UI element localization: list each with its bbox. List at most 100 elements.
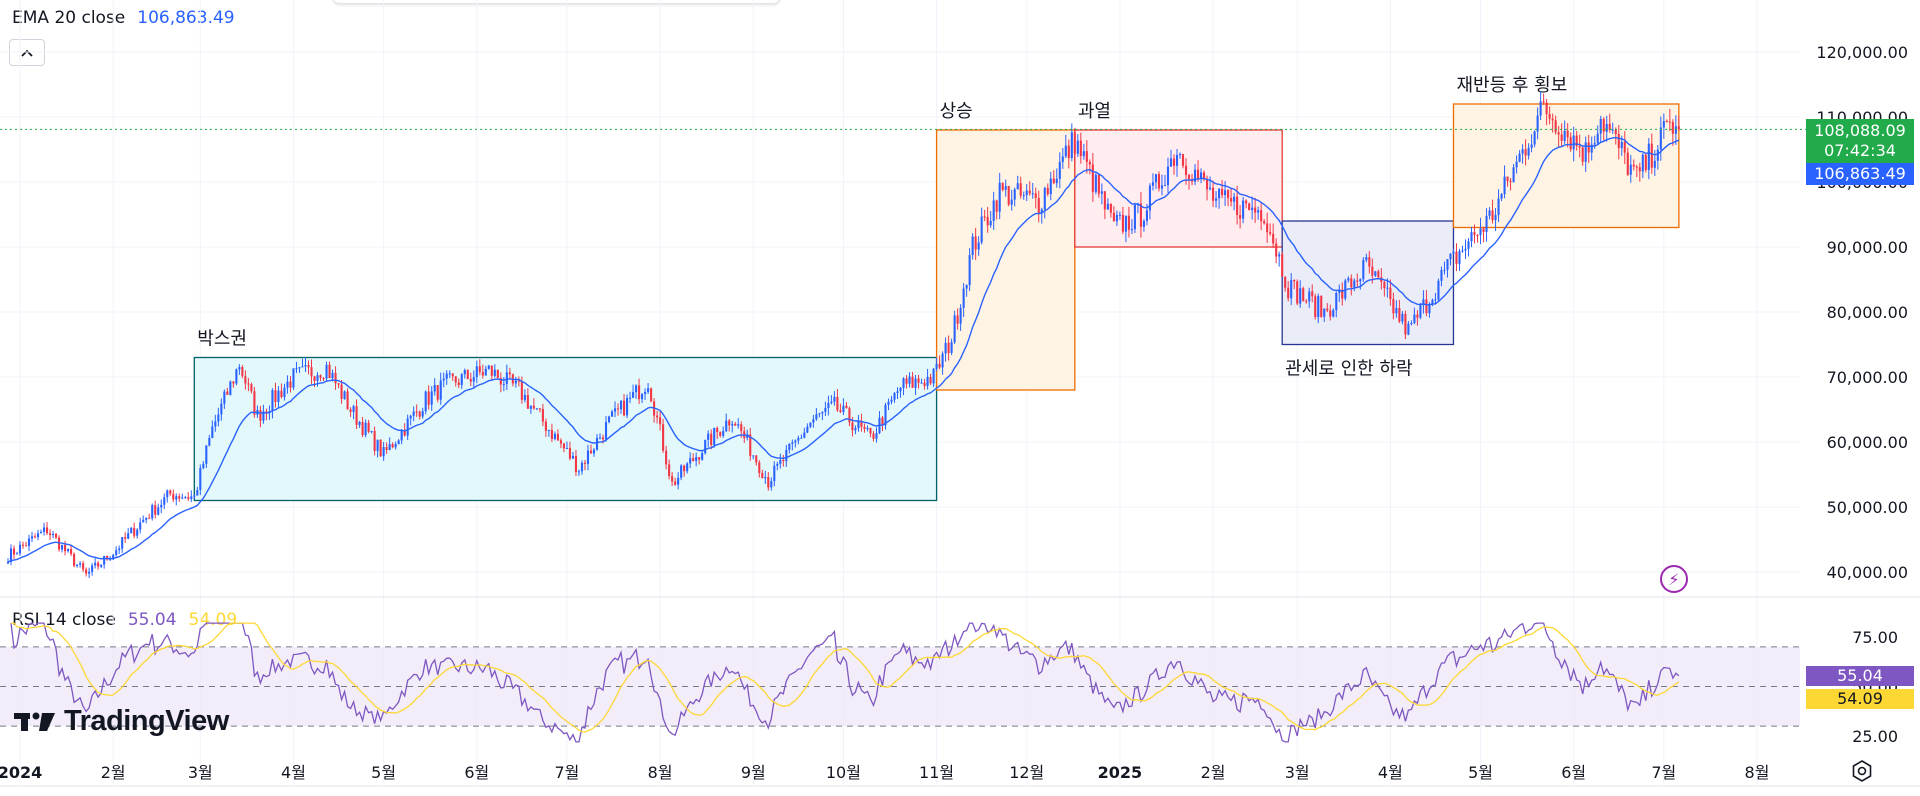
candle-body xyxy=(1386,287,1389,289)
candle-body xyxy=(1398,307,1401,322)
candle-body xyxy=(481,372,484,376)
candle-body xyxy=(668,464,671,477)
candle-body xyxy=(1353,280,1356,288)
candle-body xyxy=(1644,154,1647,170)
candle-body xyxy=(42,527,46,532)
candle-body xyxy=(1236,196,1239,216)
candle-body xyxy=(487,365,490,369)
candle-body xyxy=(277,390,280,402)
candle-body xyxy=(1551,118,1554,121)
lightning-icon[interactable]: ⚡ xyxy=(1660,565,1688,593)
candle-body xyxy=(505,372,508,385)
candle-body xyxy=(1422,299,1425,306)
candle-body xyxy=(1374,271,1377,276)
candle-body xyxy=(1010,199,1013,205)
candle-body xyxy=(1287,287,1290,299)
candle-body xyxy=(502,384,505,386)
candle-body xyxy=(220,403,223,415)
candle-body xyxy=(1326,308,1329,311)
candle-body xyxy=(391,444,394,448)
candle-body xyxy=(1160,185,1164,189)
candle-body xyxy=(1554,120,1557,133)
time-axis-label: 11월 xyxy=(919,763,954,782)
candle-body xyxy=(800,437,803,439)
ema-legend-value: 106,863.49 xyxy=(137,8,235,28)
candle-body xyxy=(935,363,938,369)
candle-body xyxy=(872,433,875,439)
candle-body xyxy=(1452,251,1455,254)
annotation-box xyxy=(1452,103,1680,229)
candle-body xyxy=(1602,119,1605,132)
candle-body xyxy=(247,383,250,385)
candle-body xyxy=(292,368,295,388)
candle-body xyxy=(1590,144,1593,153)
settings-icon[interactable] xyxy=(1851,760,1873,782)
candle-body xyxy=(938,363,941,368)
candle-body xyxy=(1178,154,1182,156)
candle-body xyxy=(421,411,424,417)
candle-body xyxy=(1629,164,1632,175)
candle-body xyxy=(1587,142,1590,153)
candle-body xyxy=(1575,135,1578,146)
candle-body xyxy=(1013,189,1016,200)
candle-body xyxy=(770,481,773,488)
candle-body xyxy=(24,545,28,547)
candle-body xyxy=(1206,178,1209,190)
candle-body xyxy=(565,448,568,450)
candle-body xyxy=(863,426,866,430)
candle-body xyxy=(1121,214,1124,232)
tradingview-logo[interactable]: TradingView xyxy=(14,705,229,738)
candle-body xyxy=(73,553,76,566)
candle-body xyxy=(1007,186,1010,205)
candle-body xyxy=(1202,172,1206,179)
candle-body xyxy=(887,401,890,405)
candle-body xyxy=(187,497,190,499)
candle-body xyxy=(304,365,307,367)
candle-body xyxy=(1242,200,1245,219)
candle-body xyxy=(415,411,418,413)
candle-body xyxy=(1115,214,1118,222)
candle-body xyxy=(1566,130,1569,138)
candle-body xyxy=(632,392,635,398)
candle-body xyxy=(514,380,517,384)
ema-legend[interactable]: EMA 20 close 106,863.49 xyxy=(12,8,235,28)
candle-body xyxy=(773,465,776,482)
time-axis-label: 5월 xyxy=(1468,763,1493,782)
candle-body xyxy=(448,373,451,375)
candle-body xyxy=(1545,102,1548,115)
candle-body xyxy=(39,531,43,534)
candle-body xyxy=(764,476,767,479)
candle-body xyxy=(1593,143,1596,145)
candle-body xyxy=(698,457,701,460)
candle-body xyxy=(64,544,67,552)
candle-body xyxy=(1034,193,1037,198)
candle-body xyxy=(1106,203,1109,210)
candle-body xyxy=(262,411,265,421)
candle-body xyxy=(130,527,133,534)
candle-body xyxy=(701,453,704,460)
candle-body xyxy=(334,372,337,384)
candle-body xyxy=(1112,212,1115,222)
time-axis-label: 2024 xyxy=(0,763,42,782)
candle-body xyxy=(139,522,142,530)
time-axis-label: 8월 xyxy=(648,763,673,782)
rsi-axis-label: 75.00 xyxy=(1852,628,1898,647)
candle-body xyxy=(971,236,974,256)
candle-body xyxy=(845,405,848,409)
candle-body xyxy=(1169,158,1173,167)
candle-body xyxy=(1031,193,1034,195)
candle-body xyxy=(496,369,499,378)
candle-body xyxy=(1022,195,1025,197)
candle-body xyxy=(1515,161,1518,168)
candle-body xyxy=(36,533,40,538)
candle-body xyxy=(1290,279,1293,299)
annotation-box xyxy=(935,129,1076,391)
candle-body xyxy=(45,527,49,534)
annotation-label: 상승 xyxy=(940,101,973,122)
candle-body xyxy=(1184,165,1188,175)
candle-body xyxy=(379,439,382,457)
candle-body xyxy=(1278,254,1281,257)
candle-body xyxy=(1395,307,1398,314)
last-price-tag: 108,088.09 07:42:34 xyxy=(1806,119,1914,164)
